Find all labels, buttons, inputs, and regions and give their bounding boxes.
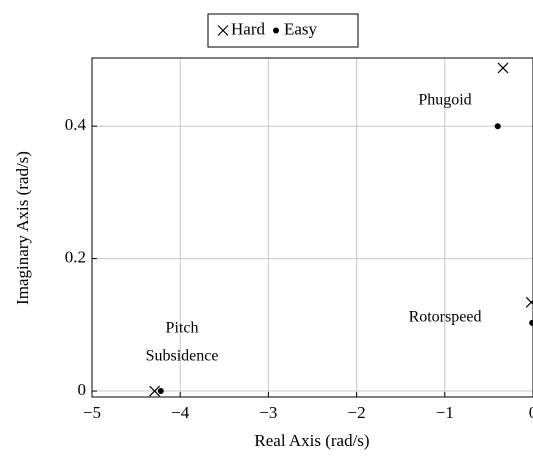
legend-box	[207, 13, 359, 48]
annotation: Pitch	[166, 320, 199, 337]
point	[529, 319, 533, 326]
point	[149, 385, 161, 397]
legend-marker	[272, 27, 279, 34]
x-tick-label: −3	[259, 403, 277, 422]
legend: Hard Easy	[217, 19, 318, 38]
annotation: Subsidence	[146, 348, 219, 365]
x-tick-label: −5	[83, 403, 101, 422]
legend-label: Hard	[231, 19, 265, 38]
point	[157, 388, 164, 395]
point	[525, 296, 533, 308]
x-tick-label: −4	[171, 403, 190, 422]
legend-label: Easy	[284, 19, 318, 38]
y-axis-label: Imaginary Axis (rad/s)	[13, 151, 32, 305]
marks	[149, 62, 533, 397]
y-tick-label: 0.2	[65, 248, 86, 267]
plot-frame	[91, 57, 533, 398]
x-tick-label: 0	[529, 403, 533, 422]
grid	[91, 58, 533, 397]
point	[497, 62, 509, 74]
x-tick-label: −2	[348, 403, 366, 422]
annotation: Rotorspeed	[409, 309, 482, 326]
y-tick-label: 0	[78, 380, 87, 399]
y-tick-label: 0.4	[65, 115, 87, 134]
annotation: Phugoid	[418, 92, 471, 109]
point	[494, 123, 501, 130]
legend-marker	[217, 25, 229, 36]
x-tick-label: −1	[436, 403, 454, 422]
x-axis-label: Real Axis (rad/s)	[254, 431, 369, 450]
